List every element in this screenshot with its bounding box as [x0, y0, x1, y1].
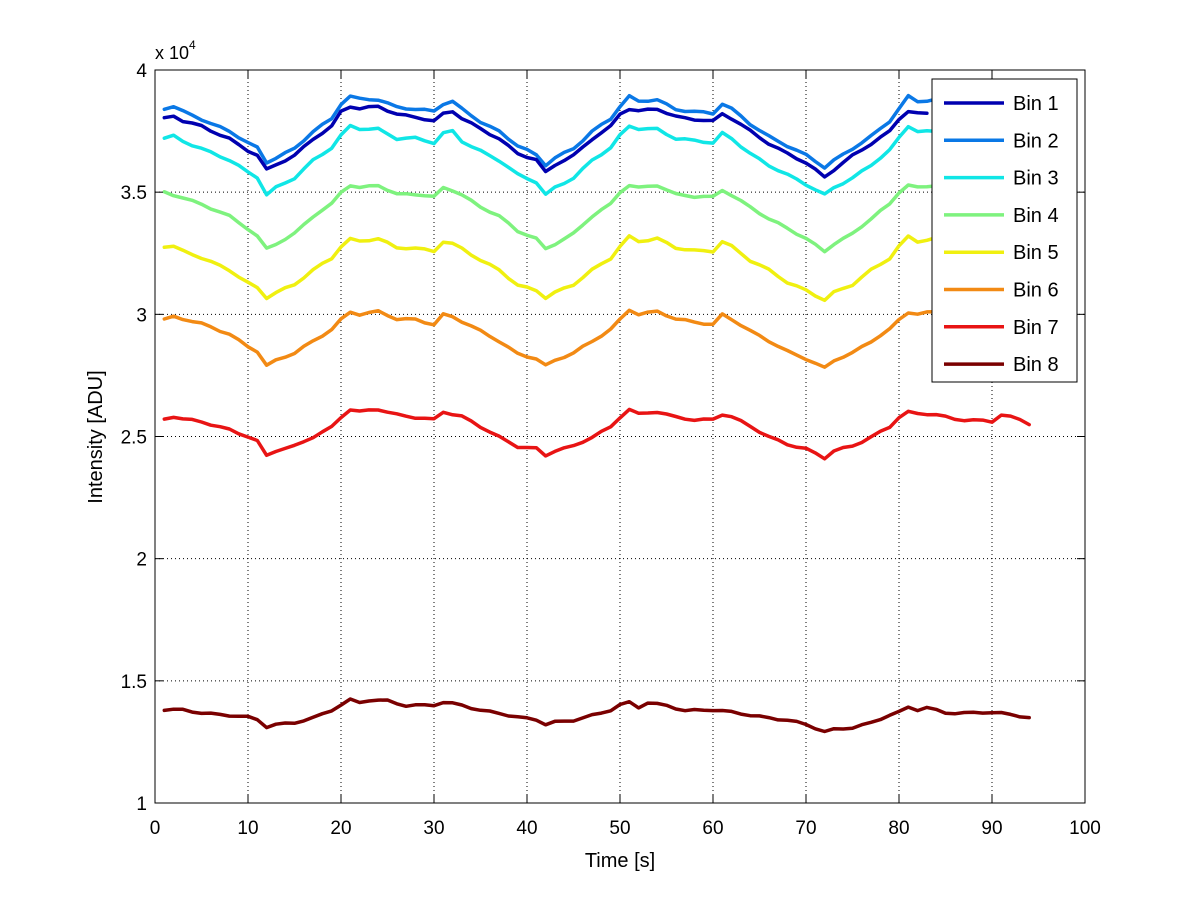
series-layer	[162, 93, 1031, 734]
legend-label: Bin 1	[1013, 93, 1059, 115]
y-tick-label: 1	[136, 794, 147, 815]
series-line-bin-8	[162, 697, 1031, 734]
series-line-bin-1	[162, 104, 929, 179]
y-tick-label: 1.5	[121, 672, 147, 693]
legend-label: Bin 3	[1013, 168, 1059, 190]
x-tick-label: 100	[1069, 818, 1101, 839]
legend-label: Bin 7	[1013, 317, 1059, 339]
x-tick-label: 40	[516, 818, 537, 839]
y-exponent-base: x 10	[155, 43, 189, 63]
x-tick-label: 90	[981, 818, 1002, 839]
legend-label: Bin 8	[1013, 354, 1059, 376]
series-line-bin-5	[162, 234, 938, 303]
legend-label: Bin 4	[1013, 205, 1059, 227]
x-axis-title: Time [s]	[585, 850, 655, 872]
y-tick-label: 2.5	[121, 428, 147, 449]
x-tick-label: 70	[795, 818, 816, 839]
series-line-bin-3	[162, 123, 938, 197]
legend: Bin 1 Bin 2 Bin 3 Bin 4 Bin 5 Bin 6 Bin 7 Bin 8	[931, 78, 1078, 383]
legend-label: Bin 6	[1013, 280, 1059, 302]
x-tick-label: 0	[150, 818, 161, 839]
x-tick-label: 10	[237, 818, 258, 839]
y-tick-label: 2	[136, 550, 147, 571]
y-exponent-power: 4	[189, 38, 196, 52]
x-tick-label: 30	[423, 818, 444, 839]
x-tick-label: 80	[888, 818, 909, 839]
legend-box	[931, 78, 1078, 383]
x-axis: 0 10 20 30 40 50 60 70 80 90 100	[150, 70, 1101, 839]
series-line-bin-4	[162, 183, 938, 254]
y-tick-label: 4	[136, 61, 147, 82]
y-axis-title: Intensity [ADU]	[85, 370, 107, 503]
y-tick-label: 3	[136, 305, 147, 326]
x-tick-label: 60	[702, 818, 723, 839]
x-tick-label: 20	[330, 818, 351, 839]
x-tick-label: 50	[609, 818, 630, 839]
y-axis: 1 1.5 2 2.5 3 3.5 4	[121, 61, 1085, 815]
legend-label: Bin 2	[1013, 130, 1059, 152]
y-tick-label: 3.5	[121, 183, 147, 204]
series-line-bin-2	[162, 93, 938, 170]
series-line-bin-7	[162, 407, 1031, 461]
series-line-bin-6	[162, 308, 938, 369]
legend-label: Bin 5	[1013, 242, 1059, 264]
y-exponent-label: x 104	[155, 38, 196, 63]
